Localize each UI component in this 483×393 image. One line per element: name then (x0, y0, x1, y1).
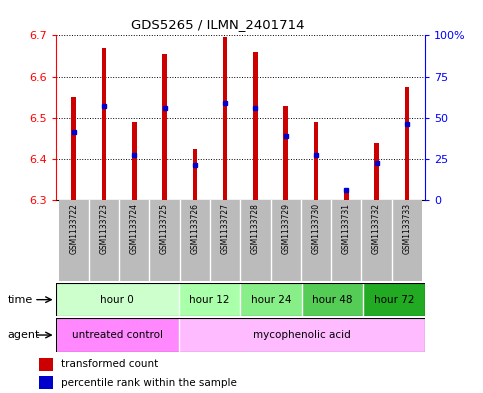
Bar (301, 200, 331, 281)
Bar (162, 54, 167, 200)
Bar (361, 200, 392, 281)
Bar (56, 283, 179, 316)
Text: GSM1133730: GSM1133730 (312, 203, 321, 254)
Text: GSM1133726: GSM1133726 (190, 203, 199, 254)
Text: GSM1133728: GSM1133728 (251, 203, 260, 254)
Bar (179, 283, 240, 316)
Bar (223, 37, 227, 200)
Text: GSM1133732: GSM1133732 (372, 203, 381, 254)
Bar (241, 200, 270, 281)
Bar (39, 376, 53, 389)
Bar (180, 200, 210, 281)
Bar (364, 283, 425, 316)
Bar (56, 318, 179, 352)
Bar (39, 358, 53, 371)
Bar (392, 200, 422, 281)
Text: hour 0: hour 0 (100, 295, 134, 305)
Bar (132, 122, 137, 200)
Bar (102, 48, 106, 200)
Text: GSM1133722: GSM1133722 (69, 203, 78, 254)
Bar (210, 200, 241, 281)
Text: agent: agent (7, 330, 40, 340)
Text: hour 72: hour 72 (374, 295, 414, 305)
Bar (284, 106, 288, 200)
Text: GSM1133733: GSM1133733 (402, 203, 412, 254)
Bar (302, 283, 364, 316)
Bar (193, 149, 197, 200)
Bar (253, 52, 258, 200)
Text: hour 48: hour 48 (313, 295, 353, 305)
Bar (119, 200, 149, 281)
Text: GSM1133723: GSM1133723 (99, 203, 109, 254)
Text: mycophenolic acid: mycophenolic acid (253, 330, 351, 340)
Text: percentile rank within the sample: percentile rank within the sample (61, 378, 237, 388)
Bar (314, 122, 318, 200)
Bar (374, 143, 379, 200)
Text: GSM1133729: GSM1133729 (281, 203, 290, 254)
Text: GDS5265 / ILMN_2401714: GDS5265 / ILMN_2401714 (130, 18, 304, 31)
Text: untreated control: untreated control (71, 330, 163, 340)
Text: GSM1133731: GSM1133731 (342, 203, 351, 254)
Bar (344, 192, 349, 200)
Bar (179, 318, 425, 352)
Bar (89, 200, 119, 281)
Bar (149, 200, 180, 281)
Text: time: time (7, 295, 32, 305)
Text: GSM1133727: GSM1133727 (221, 203, 229, 254)
Bar (331, 200, 361, 281)
Text: transformed count: transformed count (61, 359, 158, 369)
Text: GSM1133724: GSM1133724 (130, 203, 139, 254)
Text: hour 12: hour 12 (189, 295, 230, 305)
Bar (241, 283, 302, 316)
Bar (71, 97, 76, 200)
Text: GSM1133725: GSM1133725 (160, 203, 169, 254)
Bar (270, 200, 301, 281)
Text: hour 24: hour 24 (251, 295, 291, 305)
Bar (58, 200, 89, 281)
Bar (405, 87, 409, 200)
